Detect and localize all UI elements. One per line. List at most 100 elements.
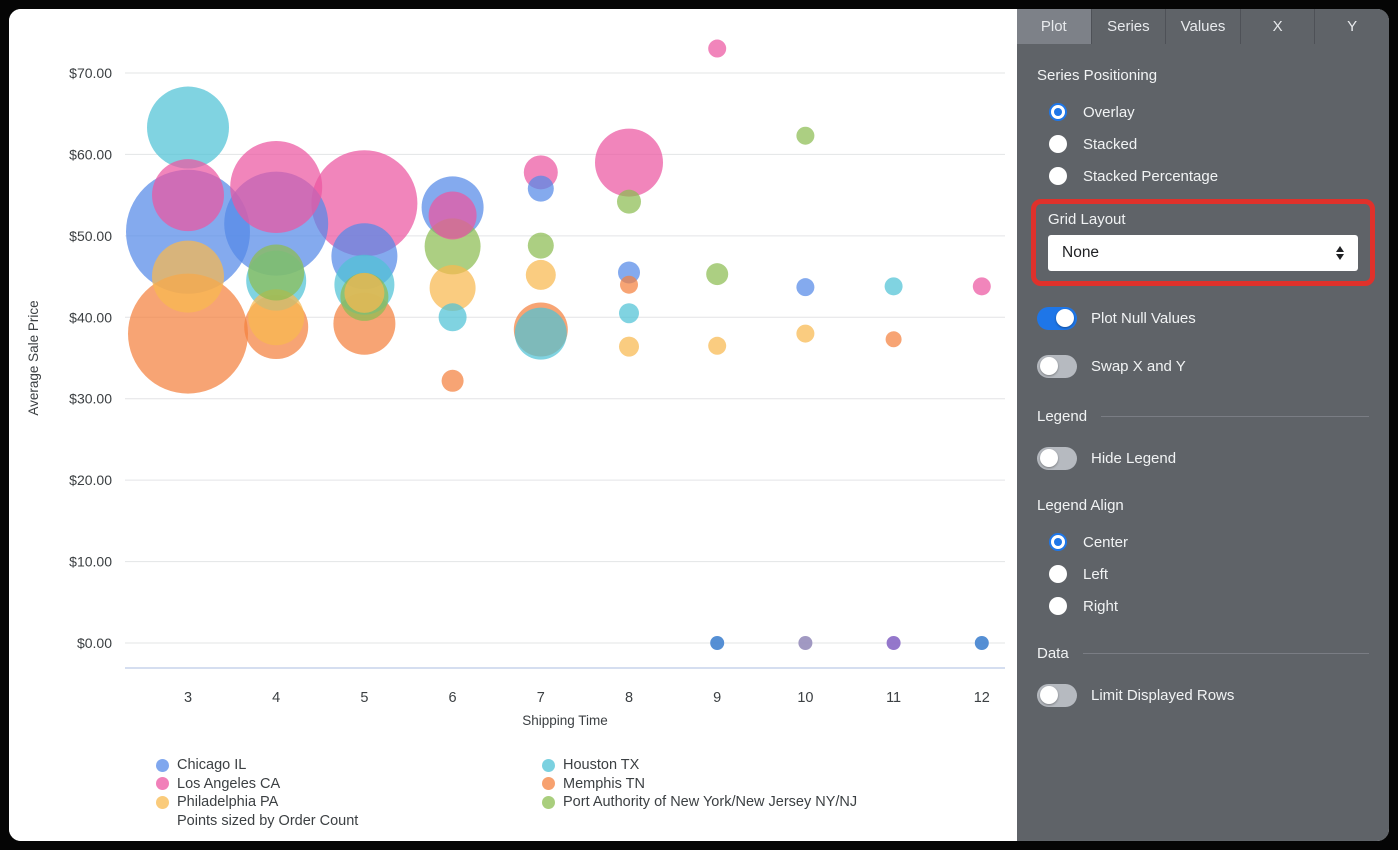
bubble[interactable] xyxy=(429,264,476,311)
grid-layout-value: None xyxy=(1062,244,1100,261)
bubble[interactable] xyxy=(527,175,554,202)
center-radio[interactable] xyxy=(1049,533,1067,551)
bubble[interactable] xyxy=(708,336,727,355)
stacked-percentage-radio[interactable] xyxy=(1049,167,1067,185)
bubble[interactable] xyxy=(796,278,815,297)
bubble[interactable] xyxy=(619,303,639,324)
tab-plot[interactable]: Plot xyxy=(1017,9,1091,44)
bubble[interactable] xyxy=(796,126,815,145)
bubble[interactable] xyxy=(152,159,224,232)
bubble[interactable] xyxy=(708,39,727,58)
bubble[interactable] xyxy=(514,307,567,360)
stacked-radio[interactable] xyxy=(1049,135,1067,153)
y-tick-label: $70.00 xyxy=(69,65,112,81)
legend-item[interactable]: Port Authority of New York/New Jersey NY… xyxy=(542,793,857,812)
swap-x-y-toggle[interactable] xyxy=(1037,354,1077,378)
legend-item[interactable]: Los Angeles CA xyxy=(156,775,358,794)
bubble[interactable] xyxy=(248,289,305,346)
x-tick-label: 10 xyxy=(797,690,813,706)
y-axis-title: Average Sale Price xyxy=(26,300,41,415)
chart-legend-left: Chicago IL Los Angeles CA Philadelphia PA P… xyxy=(156,756,358,830)
y-tick-label: $60.00 xyxy=(69,146,112,162)
bubble[interactable] xyxy=(230,140,323,233)
left-label: Left xyxy=(1083,565,1109,583)
zero-dot[interactable] xyxy=(974,636,989,650)
legend-item[interactable]: Chicago IL xyxy=(156,756,358,775)
zero-dot[interactable] xyxy=(886,636,901,650)
tab-y[interactable]: Y xyxy=(1314,9,1389,44)
legend-item[interactable]: Memphis TN xyxy=(542,775,857,794)
bubble[interactable] xyxy=(344,272,385,313)
y-tick-label: $20.00 xyxy=(69,472,112,488)
points-sized-note: Points sized by Order Count xyxy=(177,812,359,829)
zero-dot[interactable] xyxy=(710,636,725,650)
tab-values[interactable]: Values xyxy=(1165,9,1240,44)
left-radio[interactable] xyxy=(1049,565,1067,583)
bubble[interactable] xyxy=(885,331,902,348)
x-tick-label: 7 xyxy=(537,690,545,706)
bubble[interactable] xyxy=(617,189,641,214)
grid-layout-highlight: Grid Layout None xyxy=(1031,199,1375,286)
stacked-label: Stacked xyxy=(1083,135,1138,153)
bubble[interactable] xyxy=(706,263,729,286)
right-label: Right xyxy=(1083,597,1119,615)
overlay-radio[interactable] xyxy=(1049,103,1067,121)
radio-row-center[interactable]: Center xyxy=(1037,531,1369,553)
hide-legend-label: Hide Legend xyxy=(1091,449,1177,467)
bubble[interactable] xyxy=(438,303,467,332)
bubble[interactable] xyxy=(441,369,464,392)
y-tick-label: $30.00 xyxy=(69,391,112,407)
right-radio[interactable] xyxy=(1049,597,1067,615)
legend-swatch xyxy=(156,758,169,772)
legend-label: Memphis TN xyxy=(563,775,645,792)
grid-layout-select[interactable]: None xyxy=(1048,235,1358,271)
bubble[interactable] xyxy=(147,86,229,169)
bubble[interactable] xyxy=(248,244,305,301)
bubble[interactable] xyxy=(595,128,663,197)
panel-body: Series Positioning Overlay Stacked Stack… xyxy=(1017,44,1389,841)
radio-row-overlay[interactable]: Overlay xyxy=(1037,101,1369,123)
bubble[interactable] xyxy=(972,277,991,296)
tab-series[interactable]: Series xyxy=(1090,9,1166,44)
plot-null-values-row: Plot Null Values xyxy=(1037,306,1369,330)
select-stepper-icon xyxy=(1336,245,1344,261)
legend-item[interactable]: Houston TX xyxy=(542,756,857,775)
tab-x[interactable]: X xyxy=(1239,9,1315,44)
legend-swatch xyxy=(542,777,555,791)
plot-null-values-toggle[interactable] xyxy=(1037,306,1077,330)
radio-row-left[interactable]: Left xyxy=(1037,563,1369,585)
bubble[interactable] xyxy=(525,259,556,290)
x-tick-label: 11 xyxy=(886,690,901,706)
plot-null-values-label: Plot Null Values xyxy=(1091,309,1196,327)
overlay-label: Overlay xyxy=(1083,103,1135,121)
data-section-label: Data xyxy=(1037,644,1069,662)
x-tick-label: 3 xyxy=(184,690,192,706)
bubble[interactable] xyxy=(619,336,639,357)
bubble[interactable] xyxy=(428,191,477,240)
bubble[interactable] xyxy=(527,232,554,259)
app-window: $0.00 $10.00 $20.00 $30.00 $40.00 $50.00 $60.0… xyxy=(9,9,1389,841)
legend-item[interactable]: Philadelphia PA xyxy=(156,793,358,812)
radio-row-right[interactable]: Right xyxy=(1037,595,1369,617)
limit-rows-toggle[interactable] xyxy=(1037,683,1077,707)
bubble[interactable] xyxy=(884,277,903,296)
bubble[interactable] xyxy=(620,275,638,294)
x-tick-label: 4 xyxy=(272,690,280,706)
bubble[interactable] xyxy=(128,273,248,394)
legend-label: Houston TX xyxy=(563,757,640,774)
radio-row-stacked-percentage[interactable]: Stacked Percentage xyxy=(1037,165,1369,187)
x-tick-label: 8 xyxy=(625,690,633,706)
bubble[interactable] xyxy=(311,150,418,257)
bubble-chart-svg: $0.00 $10.00 $20.00 $30.00 $40.00 $50.00 $60.0… xyxy=(26,39,1005,728)
x-axis-title: Shipping Time xyxy=(522,713,608,728)
hide-legend-toggle[interactable] xyxy=(1037,446,1077,470)
bubble[interactable] xyxy=(796,324,815,343)
zero-dot[interactable] xyxy=(798,636,813,650)
legend-label: Philadelphia PA xyxy=(177,794,279,811)
bubble[interactable] xyxy=(152,240,224,313)
x-tick-label: 9 xyxy=(713,690,721,706)
legend-section-label: Legend xyxy=(1037,407,1088,425)
radio-row-stacked[interactable]: Stacked xyxy=(1037,133,1369,155)
legend-swatch xyxy=(156,777,169,791)
legend-swatch xyxy=(542,795,555,809)
